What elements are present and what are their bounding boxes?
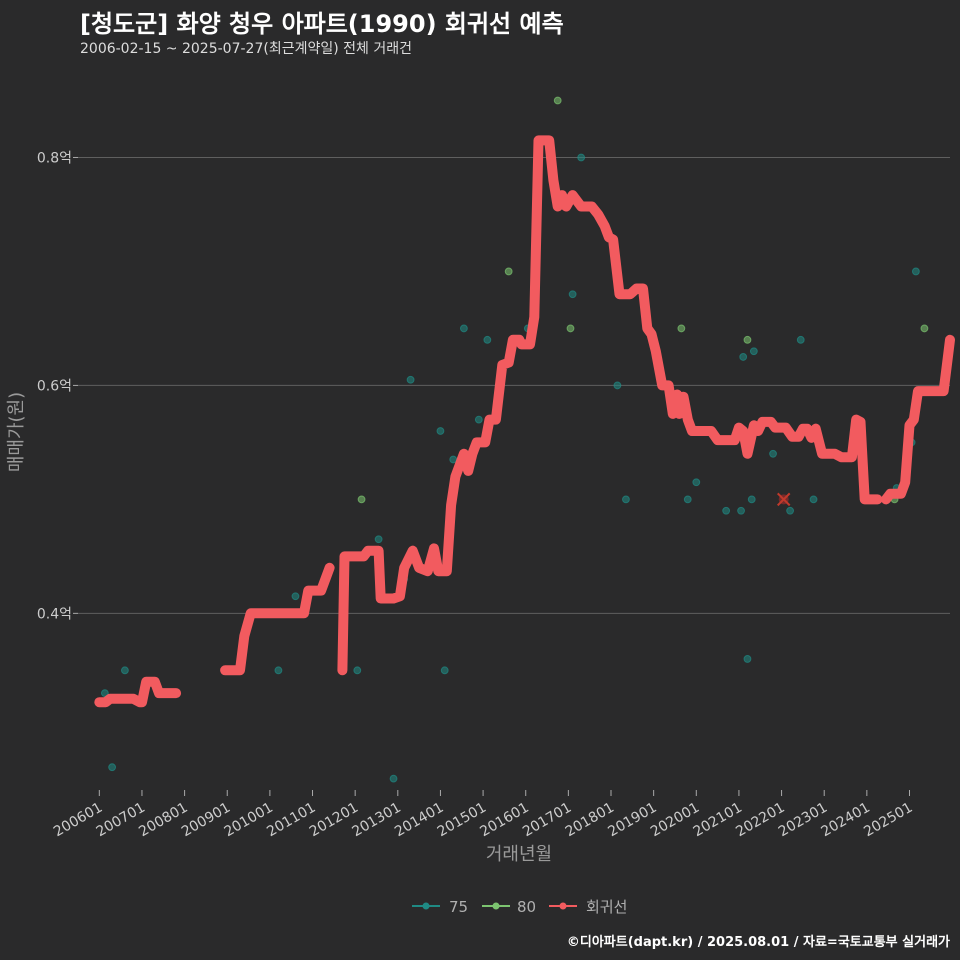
point-80-2: [553, 96, 562, 105]
point-75-7: [389, 774, 398, 783]
source-credit: ©디아파트(dapt.kr) / 2025.08.01 / 자료=국토교통부 실…: [566, 935, 950, 950]
regression-segment-1: [220, 562, 335, 676]
point-75-21: [622, 495, 630, 504]
x-tick-label-19: 202501: [861, 800, 915, 841]
legend-item-regression[interactable]: 회귀선: [549, 898, 627, 916]
point-75-32: [796, 335, 805, 344]
point-75-36: [911, 267, 920, 276]
x-axis-ticks: 2006012007012008012009012010012011012012…: [51, 790, 915, 840]
point-75-31: [786, 506, 794, 515]
regression-segment-2: [337, 135, 883, 676]
point-75-30: [769, 449, 777, 458]
y-tick-label-0: 0.4억: [37, 606, 72, 622]
legend: 75 80 회귀선: [412, 898, 627, 916]
point-75-6: [374, 535, 383, 544]
y-tick-label-2: 0.8억: [37, 150, 72, 166]
legend-label-80: 80: [517, 898, 536, 916]
point-75-2: [121, 666, 129, 675]
legend-swatch-regression-dot: [559, 902, 567, 910]
regression-line: [94, 135, 955, 708]
legend-swatch-75-dot: [422, 902, 430, 910]
point-75-25: [737, 506, 745, 515]
point-75-1: [108, 763, 117, 772]
point-80-4: [677, 324, 686, 333]
point-75-26: [739, 353, 748, 361]
point-75-15: [483, 335, 492, 344]
legend-label-regression: 회귀선: [586, 898, 627, 916]
point-75-5: [353, 666, 362, 675]
legend-swatch-80-dot: [492, 902, 500, 910]
y-axis-title: 매매가(원): [6, 392, 27, 472]
regression-segment-0: [94, 676, 182, 708]
point-75-23: [692, 478, 701, 487]
point-75-14: [474, 415, 483, 424]
point-80-5: [743, 335, 752, 344]
regression-segment-3: [881, 334, 955, 505]
chart-subtitle: 2006-02-15 ~ 2025-07-27(최근계약일) 전체 거래건: [80, 41, 412, 57]
legend-item-75[interactable]: 75: [412, 898, 468, 916]
point-75-3: [274, 666, 283, 675]
point-75-13: [459, 324, 468, 333]
point-75-24: [722, 506, 731, 515]
marker-cross: [776, 492, 791, 507]
point-75-11: [440, 666, 449, 675]
point-80-3: [566, 324, 575, 333]
y-axis-ticks: 0.4억 0.6억 0.8억: [37, 150, 78, 622]
point-80-0: [357, 495, 366, 504]
scatter-points: [100, 96, 929, 783]
point-80-7: [920, 324, 929, 333]
legend-label-75: 75: [449, 898, 468, 916]
point-75-10: [436, 427, 445, 435]
legend-item-80[interactable]: 80: [482, 898, 536, 916]
point-75-28: [747, 495, 756, 504]
point-80-1: [504, 267, 513, 276]
recent-marker: [776, 492, 791, 507]
chart-title: [청도군] 화양 청우 아파트(1990) 회귀선 예측: [80, 10, 564, 38]
point-75-17: [568, 290, 577, 299]
point-75-29: [749, 347, 758, 356]
point-75-27: [743, 655, 752, 663]
point-75-9: [406, 375, 415, 384]
point-75-22: [683, 495, 692, 504]
point-75-20: [613, 381, 622, 390]
point-75-33: [809, 495, 818, 504]
y-tick-label-1: 0.6억: [37, 378, 72, 394]
point-75-18: [577, 153, 586, 162]
x-axis-title: 거래년월: [486, 844, 552, 865]
grid-lines: [78, 156, 950, 614]
point-75-4: [291, 592, 300, 601]
